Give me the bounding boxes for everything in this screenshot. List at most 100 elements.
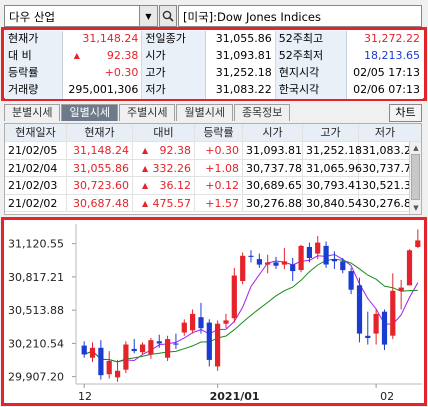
quote-value: 02/06 07:13 [347, 82, 423, 99]
x-tick-label: 12 [78, 390, 92, 403]
candle-body [415, 240, 421, 247]
candle-body [365, 335, 371, 338]
table-row[interactable]: 21/02/05 31,148.24 ▲ 92.38 +0.30 31,093.81 31,… [5, 142, 421, 160]
table-header: 현재일자 현재가 대비 등락률 시가 고가 저가 [5, 124, 421, 142]
market-name-display: [미국]:Dow Jones Indices [178, 5, 422, 27]
quote-row: 대 비 ▲ 92.38 시가 31,093.81 52주최저 18,213.65 [5, 48, 423, 65]
table-row[interactable]: 21/02/02 30,687.48 ▲ 475.57 +1.57 30,276.88 30… [5, 194, 421, 212]
table-cell-open: 31,093.81 [243, 142, 303, 159]
chart-button[interactable]: 차트 [389, 104, 422, 122]
candlestick-chart[interactable]: 31,120.55 30,817.21 30,513.88 30,210.54 29,9… [4, 220, 424, 403]
candle-body [215, 323, 221, 367]
y-tick-label: 30,513.88 [8, 304, 64, 317]
quote-label: 고가 [142, 65, 207, 82]
candle-body [323, 245, 329, 265]
quote-row: 등락률 +0.30 고가 31,252.18 현지시각 02/05 17:13 [5, 65, 423, 82]
up-triangle-icon: ▲ [142, 181, 149, 190]
quote-value: 31,252.18 [206, 65, 276, 82]
column-header[interactable]: 등락률 [195, 124, 243, 141]
y-tick-label: 30,817.21 [8, 271, 64, 284]
column-header[interactable]: 고가 [303, 124, 359, 141]
candle-body [331, 259, 337, 262]
quote-value: 18,213.65 [347, 48, 423, 65]
symbol-dropdown-button[interactable]: ▼ [139, 5, 158, 27]
table-cell-high: 30,793.41 [303, 177, 362, 194]
change-value: 36.12 [159, 179, 192, 192]
table-cell-low: 30,521.31 [362, 179, 418, 192]
candle-body [406, 250, 413, 286]
quote-value: 31,083.22 [206, 82, 276, 99]
search-button[interactable] [159, 5, 177, 27]
table-cell-pct: +1.08 [195, 159, 243, 177]
search-icon [162, 10, 174, 22]
table-cell-pct: +0.30 [195, 142, 243, 159]
column-header[interactable]: 시가 [243, 124, 303, 141]
table-cell-open: 30,737.78 [243, 159, 303, 177]
candle-body [256, 259, 262, 265]
chevron-down-icon: ▼ [145, 11, 152, 21]
table-scrollbar[interactable]: ▲ ▼ [409, 142, 421, 214]
candle-body [281, 261, 287, 265]
scroll-down-icon[interactable]: ▼ [413, 204, 419, 212]
tab-3[interactable]: 월별시세 [176, 104, 233, 121]
tab-1[interactable]: 일별시세 [61, 104, 118, 121]
quote-row: 현재가 31,148.24 전일종가 31,055.86 52주최고 31,272.22 [5, 31, 423, 48]
quote-grid: 현재가 31,148.24 전일종가 31,055.86 52주최고 31,272.22 대… [5, 31, 423, 99]
table-cell-close: 31,055.86 [67, 159, 133, 177]
column-header[interactable]: 현재가 [67, 124, 133, 141]
table-cell-low: 31,083.22 [362, 144, 418, 157]
candle-body [373, 313, 379, 334]
candle-body [206, 322, 212, 360]
daily-price-table: 현재일자 현재가 대비 등락률 시가 고가 저가 21/02/05 31,148.24 ▲ 92.… [4, 123, 422, 215]
up-triangle-icon: ▲ [142, 198, 149, 208]
table-cell-date: 21/02/05 [5, 142, 67, 159]
candle-body [173, 343, 179, 345]
table-cell-high: 31,252.18 [303, 142, 362, 159]
quote-value: 31,148.24 [62, 31, 143, 48]
quote-label: 52주최저 [275, 48, 348, 65]
column-header[interactable]: 저가 [374, 126, 396, 139]
candle-body [390, 290, 396, 336]
quote-label: 거래량 [5, 82, 63, 99]
table-cell-change: ▲ 332.26 [133, 159, 195, 177]
tab-4[interactable]: 종목정보 [233, 104, 291, 121]
table-cell-pct: +0.12 [195, 177, 243, 194]
scroll-thumb[interactable] [411, 154, 420, 200]
column-header[interactable]: 대비 [133, 124, 195, 141]
candle-body [348, 271, 354, 290]
quote-label: 전일종가 [142, 31, 207, 48]
quote-row: 거래량 295,001,306 저가 31,083.22 한국시각 02/06 07:13 [5, 82, 423, 99]
column-header[interactable]: 현재일자 [5, 124, 67, 141]
moving-average-long-line [84, 258, 418, 363]
candle-body [156, 341, 162, 344]
up-triangle-icon: ▲ [142, 146, 149, 155]
quote-label: 대 비 [5, 48, 63, 65]
quote-label: 한국시각 [275, 82, 348, 99]
candle-body [165, 339, 171, 358]
tab-0[interactable]: 분별시세 [4, 104, 61, 121]
candle-body [398, 287, 404, 291]
candle-body [131, 348, 137, 352]
table-row[interactable]: 21/02/04 31,055.86 ▲ 332.26 +1.08 30,737.78 31… [5, 159, 421, 177]
up-triangle-icon: ▲ [73, 51, 80, 60]
table-cell-high: 31,065.96 [303, 159, 362, 177]
candle-body [106, 361, 112, 375]
tab-2[interactable]: 주별시세 [118, 104, 176, 121]
quote-value-text: 92.38 [106, 49, 139, 62]
symbol-search-input[interactable]: 다우 산업 [4, 5, 140, 27]
table-cell-open: 30,689.65 [243, 177, 303, 194]
quote-label: 현재가 [5, 31, 63, 48]
change-value: 475.57 [152, 196, 192, 210]
table-cell-change: ▲ 475.57 [133, 194, 195, 212]
quote-value: ▲ 92.38 [62, 48, 143, 65]
candle-body [223, 320, 229, 324]
quote-value: 295,001,306 [62, 82, 143, 99]
table-row[interactable]: 21/02/03 30,723.60 ▲ 36.12 +0.12 30,689.65 30,… [5, 177, 421, 195]
quote-value: 31,055.86 [206, 31, 276, 48]
quote-value: 02/05 17:13 [347, 65, 423, 82]
scroll-up-icon[interactable]: ▲ [413, 144, 419, 152]
candle-body [190, 313, 196, 331]
up-triangle-icon: ▲ [142, 163, 149, 173]
quote-label: 등락률 [5, 65, 63, 82]
candle-body [248, 255, 254, 257]
